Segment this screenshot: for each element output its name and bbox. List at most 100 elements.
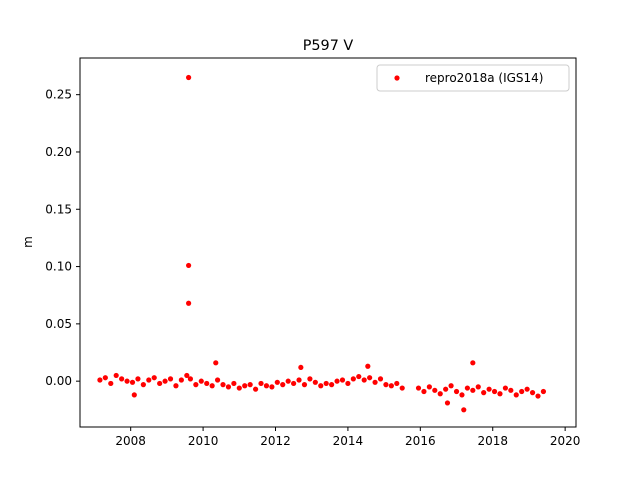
data-point [204,380,210,387]
data-point [269,384,275,390]
x-tick-label: 2012 [260,434,291,448]
data-point [291,380,297,387]
data-point [151,375,157,381]
data-point [231,380,237,387]
x-tick-label: 2018 [477,434,508,448]
x-tick-label: 2014 [333,434,364,448]
data-point [213,360,219,366]
data-point [307,376,313,382]
data-point [444,400,451,406]
data-point [167,376,174,382]
data-point [356,373,362,380]
data-point [214,377,221,383]
data-point [323,380,329,387]
y-tick-label: 0.25 [45,88,72,102]
data-point [157,380,163,387]
data-point [399,385,405,391]
data-point [426,384,432,390]
data-point [252,386,259,392]
data-point [102,375,108,381]
data-point [448,383,454,389]
data-point [312,379,318,385]
x-axis-ticks: 2008 2010 2012 2014 2016 2018 2020 [115,427,580,448]
data-point [97,377,103,383]
data-point [209,383,215,389]
x-tick-label: 2010 [188,434,219,448]
data-point [519,388,525,395]
data-point [464,385,470,391]
data-point [502,385,508,391]
data-point [461,407,467,413]
data-point [372,379,378,385]
data-point [491,388,498,395]
y-axis-title: m [21,236,35,248]
data-point [459,392,465,398]
data-point [274,379,280,385]
data-point [508,387,514,393]
data-point [119,376,125,382]
legend-box [376,64,570,92]
data-point [486,386,492,392]
y-tick-label: 0.05 [45,317,72,331]
data-point [470,387,476,393]
data-point [383,382,389,388]
data-point [470,360,476,366]
data-point [236,385,242,391]
data-point [513,392,519,398]
data-point [162,378,168,384]
data-point [187,376,194,382]
y-tick-label: 0.20 [45,145,72,159]
data-point [339,377,346,383]
data-point [421,388,427,395]
y-axis-ticks: 0.00 0.05 0.10 0.15 0.20 0.25 [45,88,80,388]
data-point [318,383,324,389]
data-point [329,382,335,388]
data-point [263,383,270,389]
data-point [367,375,373,381]
data-point [296,377,302,383]
data-point [140,382,146,388]
data-point [524,386,530,392]
data-point [377,376,384,382]
data-point [334,378,340,384]
x-tick-label: 2020 [550,434,581,448]
legend-marker [394,75,400,81]
data-point [388,383,394,389]
x-tick-label: 2008 [115,434,146,448]
data-point [184,372,190,379]
data-point [108,380,114,387]
data-point [113,372,119,379]
data-point [129,379,136,385]
y-tick-label: 0.10 [45,260,72,274]
legend-label: repro2018a (IGS14) [425,71,543,85]
data-point [247,382,253,388]
data-point [394,380,400,387]
data-point [475,384,481,390]
data-point [193,382,199,388]
data-point [124,378,130,384]
data-point [186,300,192,306]
chart-title: P597 V [303,38,354,54]
data-point [361,377,367,383]
data-point [178,377,184,383]
data-point [225,384,232,390]
plot-frame [79,57,577,428]
data-point [443,386,449,392]
data-point [535,393,541,399]
data-point [198,378,204,384]
data-point [135,376,141,382]
x-tick-label: 2016 [405,434,436,448]
data-point [453,388,460,395]
data-point [301,382,308,388]
data-point [540,388,547,395]
data-point [298,364,304,371]
data-point [258,380,264,387]
data-point [437,391,443,397]
legend: repro2018a (IGS14) [376,64,570,92]
data-point [173,383,179,389]
data-point [529,390,536,396]
data-point [365,363,371,369]
data-point [497,391,503,397]
